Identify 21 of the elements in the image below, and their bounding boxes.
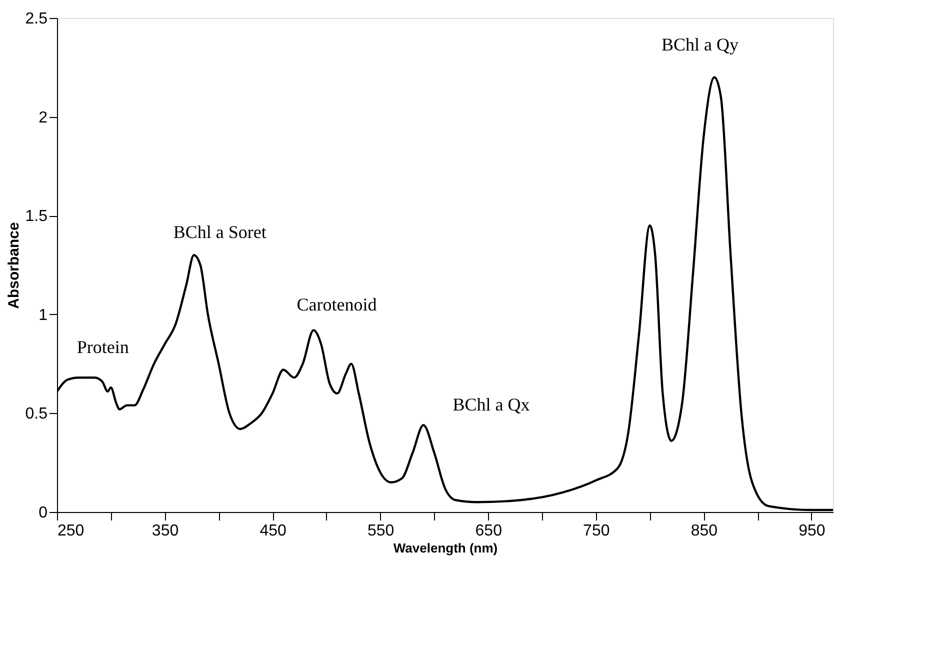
- annotation: BChl a Qx: [452, 394, 530, 414]
- x-tick-label: 950: [798, 522, 826, 540]
- annotation: Carotenoid: [296, 294, 377, 314]
- y-tick-label: 1.5: [25, 208, 48, 226]
- x-tick-label: 750: [583, 522, 610, 540]
- annotation: BChl a Soret: [173, 222, 266, 242]
- x-tick-label: 850: [690, 522, 718, 540]
- y-axis-title: Absorbance: [5, 222, 22, 309]
- y-tick-label: 2.5: [25, 10, 48, 28]
- y-tick-label: 1: [38, 306, 48, 324]
- x-tick-label: 450: [260, 522, 286, 540]
- x-tick-label: 250: [58, 522, 84, 540]
- x-axis-title: Wavelength (nm): [393, 540, 498, 556]
- x-tick-label: 350: [152, 522, 179, 540]
- y-tick-label: 0: [38, 504, 48, 522]
- x-tick-label: 550: [367, 522, 394, 540]
- y-tick-label: 0.5: [25, 406, 48, 423]
- annotation: Protein: [76, 337, 129, 357]
- x-tick-label: 650: [475, 522, 502, 540]
- y-tick-label: 2: [38, 109, 48, 126]
- annotation: BChl a Qy: [661, 34, 738, 54]
